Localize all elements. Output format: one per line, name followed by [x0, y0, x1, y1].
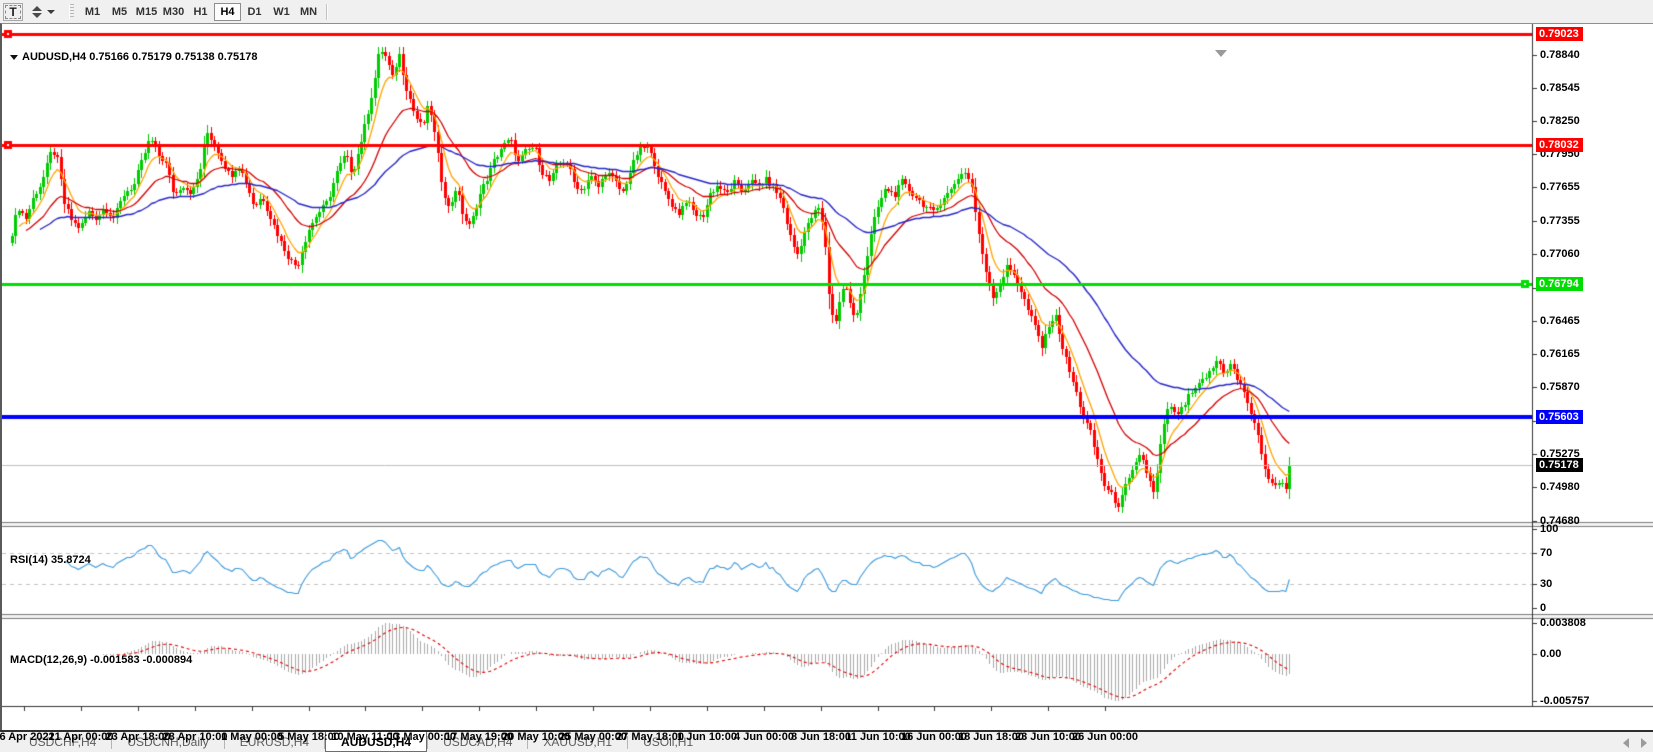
caret-down-icon — [46, 9, 55, 14]
toolbar-grip[interactable] — [69, 4, 74, 19]
tab-separator — [111, 735, 113, 749]
time-tick-label: 4 Jun 00:00 — [734, 731, 794, 743]
chart-shift-marker-icon[interactable] — [1215, 50, 1227, 57]
tab-usdcad-h4[interactable]: USDCAD,H4 — [443, 735, 513, 749]
price-tick-label: 0.78545 — [1540, 82, 1580, 94]
rsi-level-label: 100 — [1540, 523, 1559, 535]
hline-price-tag: 0.75603 — [1536, 410, 1583, 424]
toolbar-separator — [326, 3, 328, 20]
time-tick-label: 5 May 18:00 — [278, 731, 340, 743]
price-tick-label: 0.74680 — [1540, 515, 1580, 527]
tab-separator — [427, 735, 429, 749]
time-tick-label: 26 Jun 00:00 — [1071, 731, 1139, 743]
tab-usdchf-h4[interactable]: USDCHF,H4 — [29, 735, 97, 749]
price-tick-label: 0.77060 — [1540, 248, 1580, 260]
chart-symbol-ohlc-label: AUDUSD,H4 0.75166 0.75179 0.75138 0.7517… — [10, 51, 257, 63]
time-tick-label: 1 May 00:00 — [221, 731, 283, 743]
rsi-level-label: 30 — [1540, 578, 1553, 590]
time-tick-label: 8 Jun 18:00 — [791, 731, 851, 743]
time-tick-label: 21 Apr 00:00 — [48, 731, 114, 743]
hline-price-tag: 0.76794 — [1536, 277, 1583, 291]
macd-scale-label: -0.005757 — [1540, 695, 1590, 707]
toolbar: T M1 M5 M15 M30 H1 H4 D1 W1 MN — [0, 0, 1653, 24]
timeframe-button-d1[interactable]: D1 — [247, 5, 262, 18]
timeframe-button-h4[interactable]: H4 — [214, 2, 241, 21]
time-tick-label: 11 Jun 10:00 — [845, 731, 911, 743]
hline-price-tag: 0.78032 — [1536, 138, 1583, 152]
price-tick-label: 0.78840 — [1540, 49, 1580, 61]
price-tick-label: 0.78250 — [1540, 115, 1580, 127]
time-tick-label: 18 Jun 18:00 — [957, 731, 1025, 743]
timeframe-button-mn[interactable]: MN — [299, 5, 318, 18]
tab-separator — [223, 735, 225, 749]
time-tick-label: 28 Apr 10:00 — [162, 731, 228, 743]
time-tick-label: 13 May 00:00 — [388, 731, 456, 743]
chart-tab-bar: USDCHF,H4 USDCNH,Daily EURUSD,H4 AUDUSD,H4 U… — [0, 730, 1653, 752]
price-tick-label: 0.76165 — [1540, 348, 1580, 360]
timeframe-button-m15[interactable]: M15 — [135, 5, 158, 18]
tab-separator — [324, 735, 326, 749]
bid-price-tag: 0.75178 — [1536, 458, 1583, 472]
macd-indicator-label: MACD(12,26,9) -0.001583 -0.000894 — [10, 654, 193, 666]
price-tick-label: 0.77355 — [1540, 215, 1580, 227]
chart-canvas[interactable] — [2, 24, 1653, 731]
text-tool-button[interactable]: T — [3, 2, 23, 21]
price-tick-label: 0.76465 — [1540, 315, 1580, 327]
time-tick-label: 10 May 11:00 — [331, 731, 399, 743]
price-tick-label: 0.74980 — [1540, 481, 1580, 493]
rsi-indicator-label: RSI(14) 35.8724 — [10, 554, 91, 566]
macd-scale-label: 0.003808 — [1540, 617, 1586, 629]
time-tick-label: 16 Apr 2021 — [0, 731, 55, 743]
timeframe-button-m30[interactable]: M30 — [162, 5, 185, 18]
tab-separator — [527, 735, 529, 749]
time-tick-label: 1 Jun 10:00 — [677, 731, 737, 743]
arrows-dropdown-button[interactable] — [26, 2, 60, 22]
chart-window: AUDUSD,H4 0.75166 0.75179 0.75138 0.7517… — [0, 23, 1653, 743]
chart-tabs: USDCHF,H4 USDCNH,Daily EURUSD,H4 AUDUSD,H4 U… — [14, 732, 708, 752]
tab-usoil-h1[interactable]: USOil,H1 — [643, 735, 694, 749]
objects-caret-icon — [10, 55, 18, 60]
price-tick-label: 0.77655 — [1540, 181, 1580, 193]
price-tick-label: 0.75275 — [1540, 448, 1580, 460]
timeframe-button-group: M1 M5 M15 M30 H1 H4 D1 W1 MN — [79, 2, 322, 21]
timeframe-button-h1[interactable]: H1 — [193, 5, 208, 18]
rsi-level-label: 0 — [1540, 602, 1547, 614]
time-tick-label: 23 Jun 10:00 — [1014, 731, 1082, 743]
time-tick-label: 23 Apr 18:00 — [105, 731, 171, 743]
time-tick-label: 17 May 19:00 — [445, 731, 513, 743]
hline-price-tag: 0.79023 — [1536, 27, 1583, 41]
time-tick-label: 25 May 00:00 — [559, 731, 627, 743]
tab-scroll-left-button[interactable] — [1623, 738, 1629, 748]
time-tick-label: 16 Jun 00:00 — [900, 731, 968, 743]
tab-eurusd-h4[interactable]: EURUSD,H4 — [239, 735, 310, 749]
double-arrow-icon — [31, 5, 42, 18]
tab-separator — [627, 735, 629, 749]
price-tick-label: 0.75870 — [1540, 381, 1580, 393]
time-tick-label: 27 May 18:00 — [616, 731, 684, 743]
time-tick-label: 20 May 10:00 — [502, 731, 570, 743]
macd-scale-label: 0.00 — [1540, 648, 1562, 660]
rsi-level-label: 70 — [1540, 547, 1553, 559]
tab-xauusd-h1[interactable]: XAUUSD,H1 — [543, 735, 613, 749]
timeframe-button-m5[interactable]: M5 — [111, 5, 128, 18]
tab-usdcnh-daily[interactable]: USDCNH,Daily — [127, 735, 209, 749]
tab-scroll-right-button[interactable] — [1641, 738, 1647, 748]
timeframe-button-m1[interactable]: M1 — [84, 5, 101, 18]
timeframe-button-w1[interactable]: W1 — [273, 5, 290, 18]
